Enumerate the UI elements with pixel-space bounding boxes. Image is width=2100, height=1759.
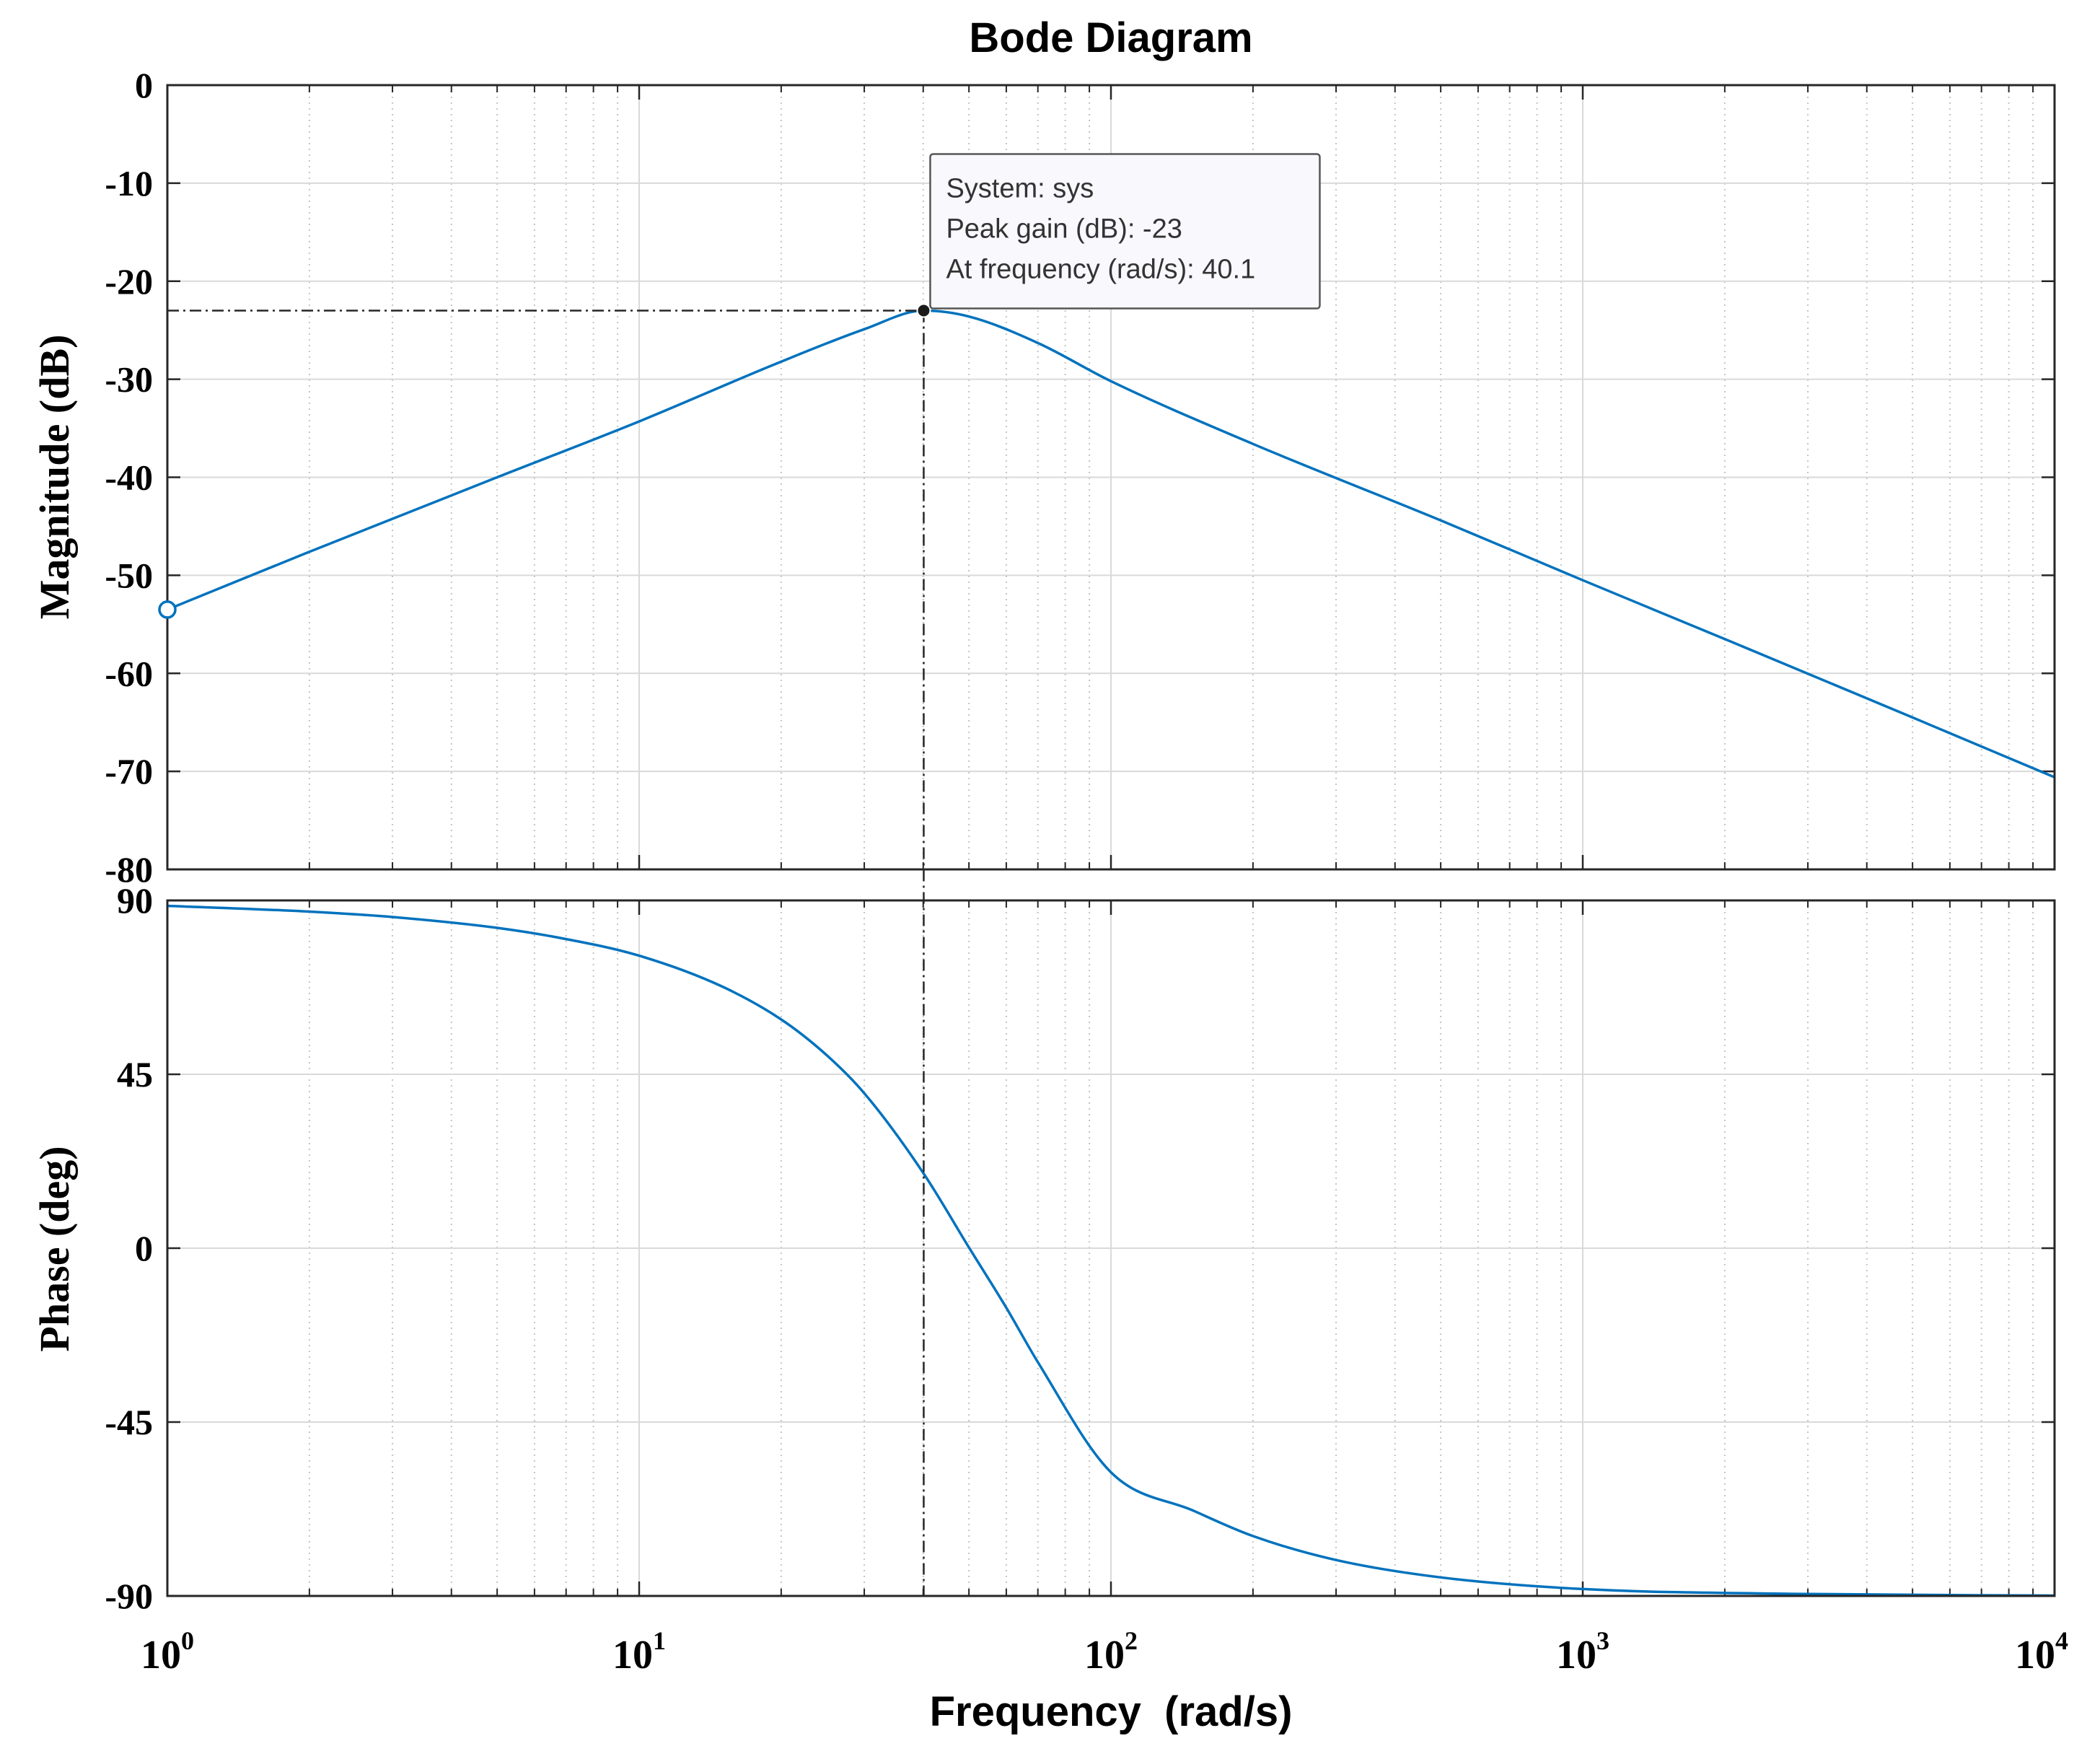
xtick-label: 100 bbox=[141, 1626, 194, 1677]
mag-ytick-label: -10 bbox=[105, 163, 153, 203]
phase-axes-box bbox=[166, 899, 2056, 1597]
phase-ytick-label: -90 bbox=[105, 1576, 153, 1616]
mag-ytick-label: -20 bbox=[105, 261, 153, 302]
mag-ytick-label: -40 bbox=[105, 457, 153, 498]
magnitude-ylabel: Magnitude (dB) bbox=[31, 335, 78, 620]
magnitude-start-marker bbox=[158, 600, 177, 619]
datatip-box bbox=[929, 153, 1321, 310]
datatip-line-1: System: sys bbox=[946, 174, 1094, 204]
mag-ytick-label: -30 bbox=[105, 359, 153, 400]
mag-ytick-label: 0 bbox=[135, 65, 153, 105]
phase-ytick-label: 90 bbox=[117, 880, 153, 921]
phase-ylabel: Phase (deg) bbox=[31, 1146, 78, 1351]
xtick-label: 101 bbox=[612, 1626, 666, 1677]
datatip-line-2: Peak gain (dB): -23 bbox=[946, 214, 1182, 245]
xtick-label: 102 bbox=[1084, 1626, 1138, 1677]
x-tick-labels: 100 101 102 103 104 bbox=[141, 1626, 2068, 1677]
xtick-label: 104 bbox=[2015, 1626, 2068, 1677]
phase-ytick-label: 45 bbox=[117, 1054, 153, 1095]
mag-axes-box bbox=[166, 84, 2056, 871]
phase-plot[interactable]: 90 45 0 -45 -90 bbox=[105, 880, 2056, 1616]
phase-ytick-label: 0 bbox=[135, 1228, 153, 1268]
peak-marker[interactable] bbox=[916, 303, 931, 318]
phase-series-line[interactable] bbox=[167, 904, 2055, 1597]
datatip-line-3: At frequency (rad/s): 40.1 bbox=[946, 255, 1255, 285]
mag-ytick-label: -80 bbox=[105, 849, 153, 890]
mag-ytick-label: -60 bbox=[105, 653, 153, 693]
mag-ytick-label: -50 bbox=[105, 555, 153, 595]
phase-ytick-label: -45 bbox=[105, 1402, 153, 1442]
xtick-label: 103 bbox=[1556, 1626, 1609, 1677]
mag-ytick-label: -70 bbox=[105, 751, 153, 791]
peak-datatip[interactable]: System: sys Peak gain (dB): -23 At frequen… bbox=[167, 153, 1321, 1596]
chart-title: Bode Diagram bbox=[969, 14, 1252, 61]
x-axis-label: Frequency (rad/s) bbox=[930, 1688, 1293, 1735]
mag-series-line[interactable] bbox=[167, 309, 2055, 778]
